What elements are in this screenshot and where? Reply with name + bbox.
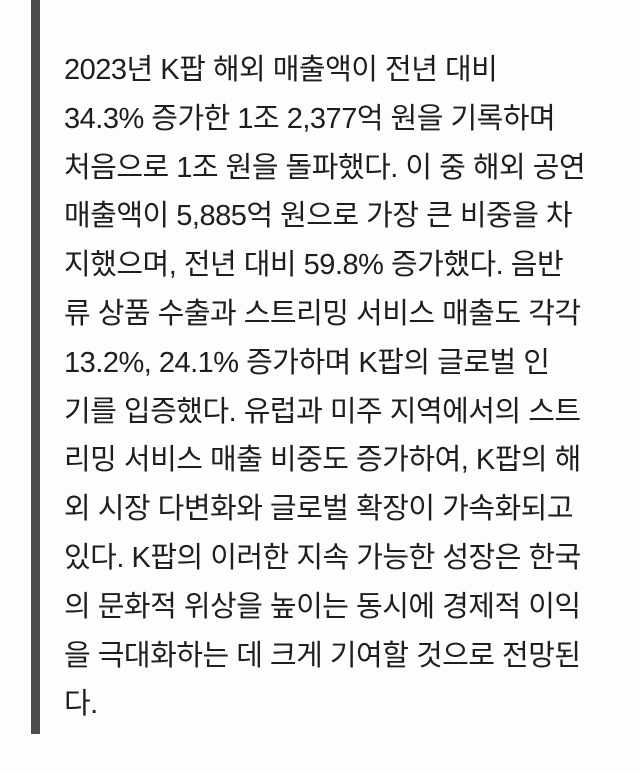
quote-paragraph: 2023년 K팝 해외 매출액이 전년 대비 34.3% 증가한 1조 2,37… xyxy=(64,46,604,729)
quote-text-line: 외 시장 다변화와 글로벌 확장이 가속화되고 xyxy=(64,493,574,526)
quote-text-line: 리밍 서비스 매출 비중도 증가하여, K팝의 해 xyxy=(64,444,581,477)
blockquote-bar xyxy=(31,0,40,734)
quote-text-line: 있다. K팝의 이러한 지속 가능한 성장은 한국 xyxy=(64,541,581,574)
quote-text-line: 의 문화적 위상을 높이는 동시에 경제적 이익 xyxy=(64,590,581,623)
quote-text-line: 처음으로 1조 원을 돌파했다. 이 중 해외 공연 xyxy=(64,151,586,184)
quote-text-line: 2023년 K팝 해외 매출액이 전년 대비 xyxy=(64,54,498,86)
quote-text-line: 13.2%, 24.1% 증가하며 K팝의 글로벌 인 xyxy=(64,346,550,379)
quote-text-line: 매출액이 5,885억 원으로 가장 큰 비중을 차 xyxy=(64,200,573,233)
quote-text-line: 류 상품 수출과 스트리밍 서비스 매출도 각각 xyxy=(64,297,581,330)
quote-text-line: 을 극대화하는 데 크게 기여할 것으로 전망된 xyxy=(64,639,581,672)
quote-text-line: 기를 입증했다. 유럽과 미주 지역에서의 스트 xyxy=(64,395,581,428)
quote-text-line: 34.3% 증가한 1조 2,377억 원을 기록하며 xyxy=(64,102,556,135)
quote-text-line: 다. xyxy=(64,688,98,721)
quote-text-line: 지했으며, 전년 대비 59.8% 증가했다. 음반 xyxy=(64,249,564,282)
